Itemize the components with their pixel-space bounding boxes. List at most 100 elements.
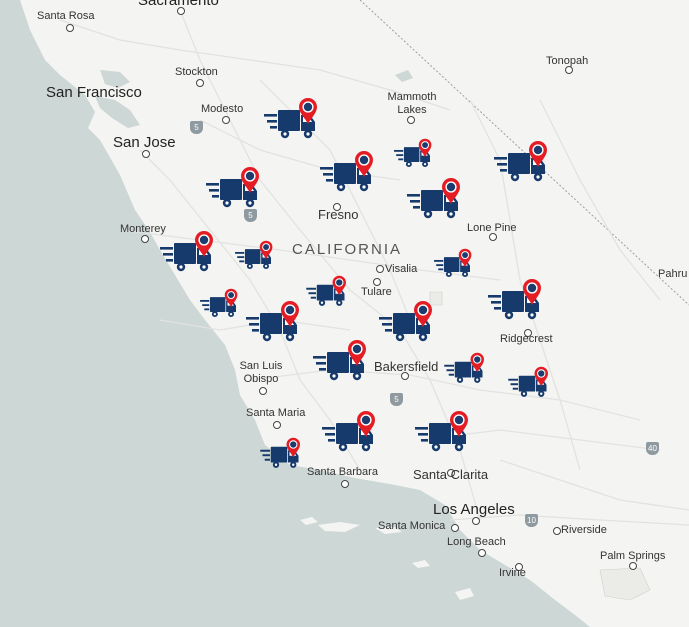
delivery-marker[interactable] [379,300,437,344]
city-label-fresno: Fresno [318,207,359,222]
delivery-marker[interactable] [488,278,546,322]
city-label-lone-pine: Lone Pine [467,222,517,234]
delivery-truck-with-location-pin-icon [235,240,273,270]
city-dot [142,150,150,158]
delivery-truck-with-location-pin-icon [200,288,238,318]
city-dot [451,524,459,532]
city-label-los-angeles: Los Angeles [433,501,515,518]
delivery-truck-with-location-pin-icon [260,437,300,468]
city-dot [553,527,561,535]
city-label-palm-springs: Palm Springs [600,550,666,562]
ocean [0,0,590,627]
city-label-irvine: Irvine [499,567,526,579]
delivery-marker[interactable] [320,150,378,194]
delivery-marker[interactable] [444,352,488,385]
city-dot [196,79,204,87]
delivery-truck-with-location-pin-icon [444,352,484,383]
delivery-marker[interactable] [434,248,475,279]
delivery-truck-with-location-pin-icon [415,411,468,452]
city-dot [565,66,573,74]
city-dot [373,278,381,286]
city-dot [629,562,637,570]
highway-shield: 5 [390,393,403,406]
delivery-truck-with-location-pin-icon [508,366,548,397]
city-dot [222,116,230,124]
delivery-marker[interactable] [160,230,218,274]
city-label-pahru: Pahru [658,268,688,280]
delivery-truck-with-location-pin-icon [394,138,432,168]
city-label-modesto: Modesto [201,103,244,115]
highway-shield: 5 [190,121,203,134]
delivery-marker[interactable] [508,366,552,399]
delivery-truck-with-location-pin-icon [320,151,373,192]
delivery-truck-with-location-pin-icon [206,167,259,208]
city-label-mammoth-lakes: Mammoth Lakes [387,91,437,116]
delivery-marker[interactable] [306,275,350,308]
city-dot [489,233,497,241]
state-label: CALIFORNIA [292,241,403,258]
delivery-truck-with-location-pin-icon [246,301,299,342]
city-label-tonopah: Tonopah [546,55,589,67]
delivery-marker[interactable] [200,288,241,319]
highway-shield: 5 [244,209,257,222]
city-label-san-luis-obispo: San Luis Obispo [239,360,283,385]
delivery-truck-with-location-pin-icon [407,178,460,219]
delivery-marker[interactable] [415,410,473,454]
delivery-marker[interactable] [246,300,304,344]
city-dot [447,469,455,477]
city-label-tulare: Tulare [361,286,392,298]
city-label-santa-barbara: Santa Barbara [307,466,378,478]
city-label-ridgecrest: Ridgecrest [500,333,553,345]
delivery-truck-with-location-pin-icon [379,301,432,342]
city-label-santa-maria: Santa Maria [246,407,306,419]
city-dot [478,549,486,557]
city-label-visalia: Visalia [385,263,418,275]
city-dot [259,387,267,395]
city-dot [341,480,349,488]
delivery-truck-with-location-pin-icon [313,340,366,381]
city-dot [141,235,149,243]
city-label-santa-clarita: Santa Clarita [413,467,489,482]
city-label-stockton: Stockton [175,66,218,78]
city-dot [66,24,74,32]
city-label-san-jose: San Jose [113,134,176,151]
city-dot [515,563,523,571]
delivery-marker[interactable] [260,437,304,470]
city-dot [472,517,480,525]
city-label-sacramento: Sacramento [138,0,219,9]
delivery-truck-with-location-pin-icon [494,141,547,182]
city-dot [273,421,281,429]
city-dot [376,265,384,273]
delivery-marker[interactable] [494,140,552,184]
delivery-marker[interactable] [264,97,322,141]
delivery-marker[interactable] [394,138,435,169]
city-label-long-beach: Long Beach [447,536,506,548]
delivery-truck-with-location-pin-icon [434,248,472,278]
city-dot [333,203,341,211]
highway-shield: 10 [525,514,538,527]
city-dot [401,372,409,380]
delivery-truck-with-location-pin-icon [488,279,541,320]
delivery-marker[interactable] [322,410,380,454]
highway-shield: 40 [646,442,659,455]
city-label-bakersfield: Bakersfield [374,359,439,374]
delivery-truck-with-location-pin-icon [322,411,375,452]
city-label-santa-monica: Santa Monica [378,520,446,532]
delivery-marker[interactable] [206,166,264,210]
state-boundary [359,0,689,306]
city-dot [407,116,415,124]
delivery-truck-with-location-pin-icon [160,231,213,272]
delivery-marker[interactable] [407,177,465,221]
delivery-truck-with-location-pin-icon [306,275,346,306]
city-label-riverside: Riverside [561,524,607,536]
city-dot [177,7,185,15]
delivery-truck-with-location-pin-icon [264,98,317,139]
city-label-santa-rosa: Santa Rosa [37,10,95,22]
city-label-monterey: Monterey [120,223,166,235]
delivery-marker[interactable] [235,240,276,271]
city-label-san-francisco: San Francisco [46,84,142,101]
delivery-marker[interactable] [313,339,371,383]
city-dot [524,329,532,337]
